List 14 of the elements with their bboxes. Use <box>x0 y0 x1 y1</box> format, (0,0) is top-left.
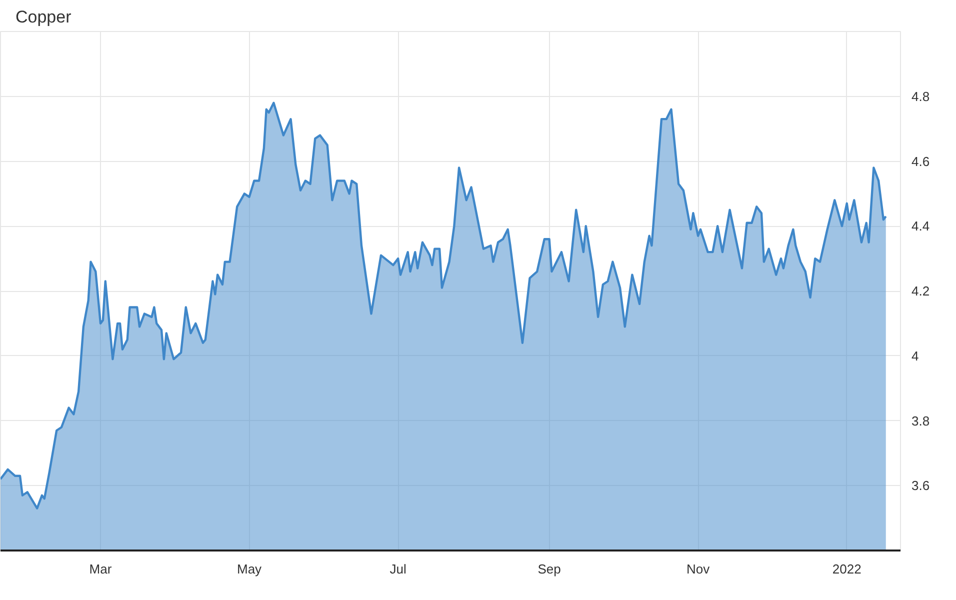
x-tick-label: May <box>237 562 262 576</box>
y-tick-label: 4.2 <box>912 284 930 298</box>
x-tick-label: Mar <box>89 562 112 576</box>
y-tick-label: 4.8 <box>912 88 930 104</box>
y-tick-label: 3.6 <box>912 478 930 494</box>
chart-title: Copper <box>16 8 72 26</box>
x-tick-label: Jul <box>390 562 406 576</box>
x-tick-label: Sep <box>538 562 561 576</box>
y-tick-label: 4.4 <box>912 218 930 234</box>
y-tick-label: 3.8 <box>912 413 930 428</box>
y-tick-label: 4.6 <box>912 154 930 169</box>
x-tick-label: Nov <box>686 562 710 576</box>
x-tick-label: 2022 <box>832 562 862 576</box>
y-tick-label: 4 <box>912 348 919 364</box>
